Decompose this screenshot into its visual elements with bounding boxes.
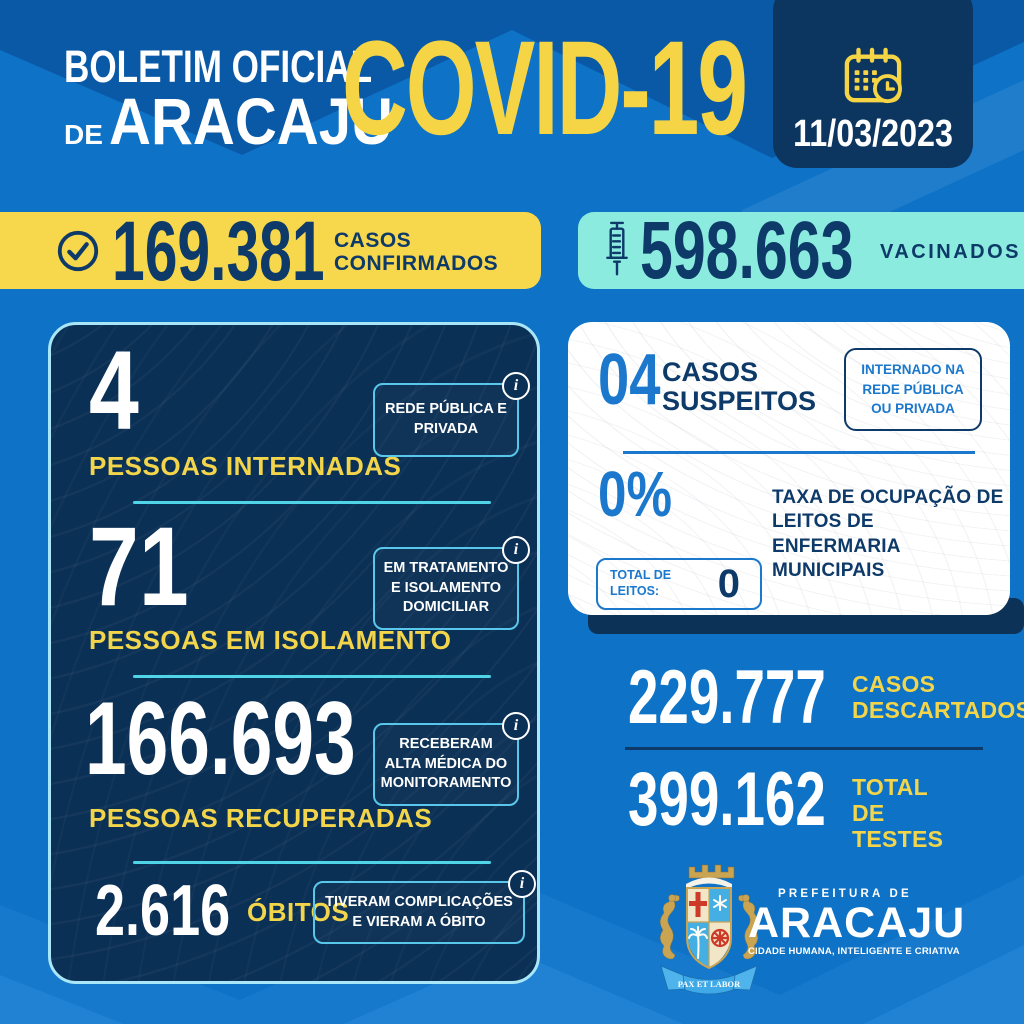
suspect-cases-badge: INTERNADO NA REDE PÚBLICA OU PRIVADA (844, 348, 982, 431)
section-divider (133, 861, 491, 864)
suspect-value-text: 04 (598, 340, 661, 420)
isolation-badge-text: EM TRATAMENTO E ISOLAMENTO DOMICILIAR (383, 560, 509, 616)
panel-divider (623, 451, 975, 454)
bulletin-title-text: BOLETIM OFICIAL (64, 41, 373, 92)
vaccinated-label: VACINADOS (880, 241, 1022, 263)
isolation-label: PESSOAS EM ISOLAMENTO (89, 625, 452, 655)
total-beds-label: TOTAL DE LEITOS: (610, 568, 672, 598)
confirmed-cases-banner: 169.381 CASOS CONFIRMADOS (0, 209, 541, 293)
info-icon: i (502, 536, 530, 564)
hospitalized-badge: REDE PÚBLICA E PRIVADA i (373, 372, 530, 457)
recovered-label: PESSOAS RECUPERADAS (89, 803, 433, 833)
hospitalized-value-text: 4 (89, 328, 139, 453)
hospitalized-badge-text: REDE PÚBLICA E PRIVADA (385, 401, 507, 437)
deaths-label: ÓBITOS (247, 897, 350, 927)
bulletin-date: 11/03/2023 (779, 113, 967, 156)
vaccinated-value-text: 598.663 (640, 204, 854, 296)
info-glyph: i (513, 377, 519, 395)
city-name: ARACAJU (748, 899, 966, 947)
info-icon: i (508, 870, 536, 898)
info-icon: i (502, 712, 530, 740)
calendar-clock-icon (844, 47, 902, 104)
stats-divider (625, 747, 983, 750)
info-glyph: i (513, 717, 519, 735)
section-divider (133, 675, 491, 678)
recovered-value: 166.693 (85, 687, 461, 791)
vaccinated-value: 598.663 (640, 204, 936, 296)
confirmed-value-text: 169.381 (112, 203, 325, 298)
vaccinated-banner: 598.663 VACINADOS (578, 204, 1024, 296)
occupancy-description: TAXA DE OCUPAÇÃO DE LEITOS DE ENFERMARIA… (772, 487, 1004, 581)
hospitalized-value: 4 (89, 335, 151, 447)
title-city: ARACAJU (108, 84, 393, 158)
city-tagline: CIDADE HUMANA, INTELIGENTE E CRIATIVA (748, 946, 960, 957)
info-glyph: i (513, 541, 519, 559)
syringe-icon (606, 221, 628, 275)
deaths-badge: TIVERAM COMPLICAÇÕES E VIERAM A ÓBITO i (313, 870, 536, 945)
bulletin-title-line1: BOLETIM OFICIAL (64, 44, 459, 89)
date-text: 11/03/2023 (793, 113, 953, 155)
motto-text: PAX ET LABOR (678, 979, 741, 989)
discarded-cases-label: CASOS DESCARTADOS (852, 671, 1024, 723)
suspect-cases-label: CASOS SUSPEITOS (662, 357, 817, 416)
recovered-value-text: 166.693 (85, 681, 356, 797)
discarded-cases-value: 229.777 (628, 660, 903, 736)
tests-value-text: 399.162 (628, 757, 826, 842)
bulletin-title-line2: DE ARACAJU (64, 88, 432, 154)
title-de: DE (64, 119, 103, 150)
total-tests-label: TOTAL DE TESTES (852, 774, 944, 852)
hospitalized-label: PESSOAS INTERNADAS (89, 451, 402, 481)
section-divider (133, 501, 491, 504)
isolation-value: 71 (89, 511, 214, 623)
info-icon: i (502, 372, 530, 400)
hospital-stats-panel: 4 PESSOAS INTERNADAS REDE PÚBLICA E PRIV… (48, 322, 540, 984)
discarded-value-text: 229.777 (628, 655, 826, 740)
deaths-value: 2.616 (95, 875, 275, 947)
total-beds-box: TOTAL DE LEITOS: 0 (596, 558, 762, 610)
covid-title-text: COVID-19 (342, 14, 748, 163)
check-circle-icon (57, 230, 99, 271)
date-box: 11/03/2023 (773, 0, 973, 168)
aracaju-coat-of-arms: PAX ET LABOR (660, 864, 758, 995)
suspects-occupancy-panel: 04 CASOS SUSPEITOS INTERNADO NA REDE PÚB… (568, 322, 1010, 615)
occupancy-percent-text: 0% (598, 458, 672, 530)
occupancy-percent: 0% (598, 462, 691, 526)
confirmed-cases-value: 169.381 (112, 209, 416, 293)
recovered-badge: RECEBERAM ALTA MÉDICA DO MONITORAMENTO i (373, 712, 530, 806)
recovered-badge-text: RECEBERAM ALTA MÉDICA DO MONITORAMENTO (380, 736, 512, 792)
deaths-badge-text: TIVERAM COMPLICAÇÕES E VIERAM A ÓBITO (325, 894, 513, 930)
prefeitura-label: PREFEITURA DE (778, 888, 912, 900)
isolation-value-text: 71 (89, 504, 189, 629)
suspect-cases-value: 04 (598, 344, 678, 416)
deaths-value-text: 2.616 (95, 871, 231, 951)
confirmed-cases-label: CASOS CONFIRMADOS (334, 229, 499, 276)
total-tests-value: 399.162 (628, 762, 903, 838)
isolation-badge: EM TRATAMENTO E ISOLAMENTO DOMICILIAR i (373, 536, 530, 630)
info-glyph: i (519, 875, 525, 893)
total-beds-value: 0 (717, 561, 740, 606)
covid-title: COVID-19 (342, 22, 936, 156)
